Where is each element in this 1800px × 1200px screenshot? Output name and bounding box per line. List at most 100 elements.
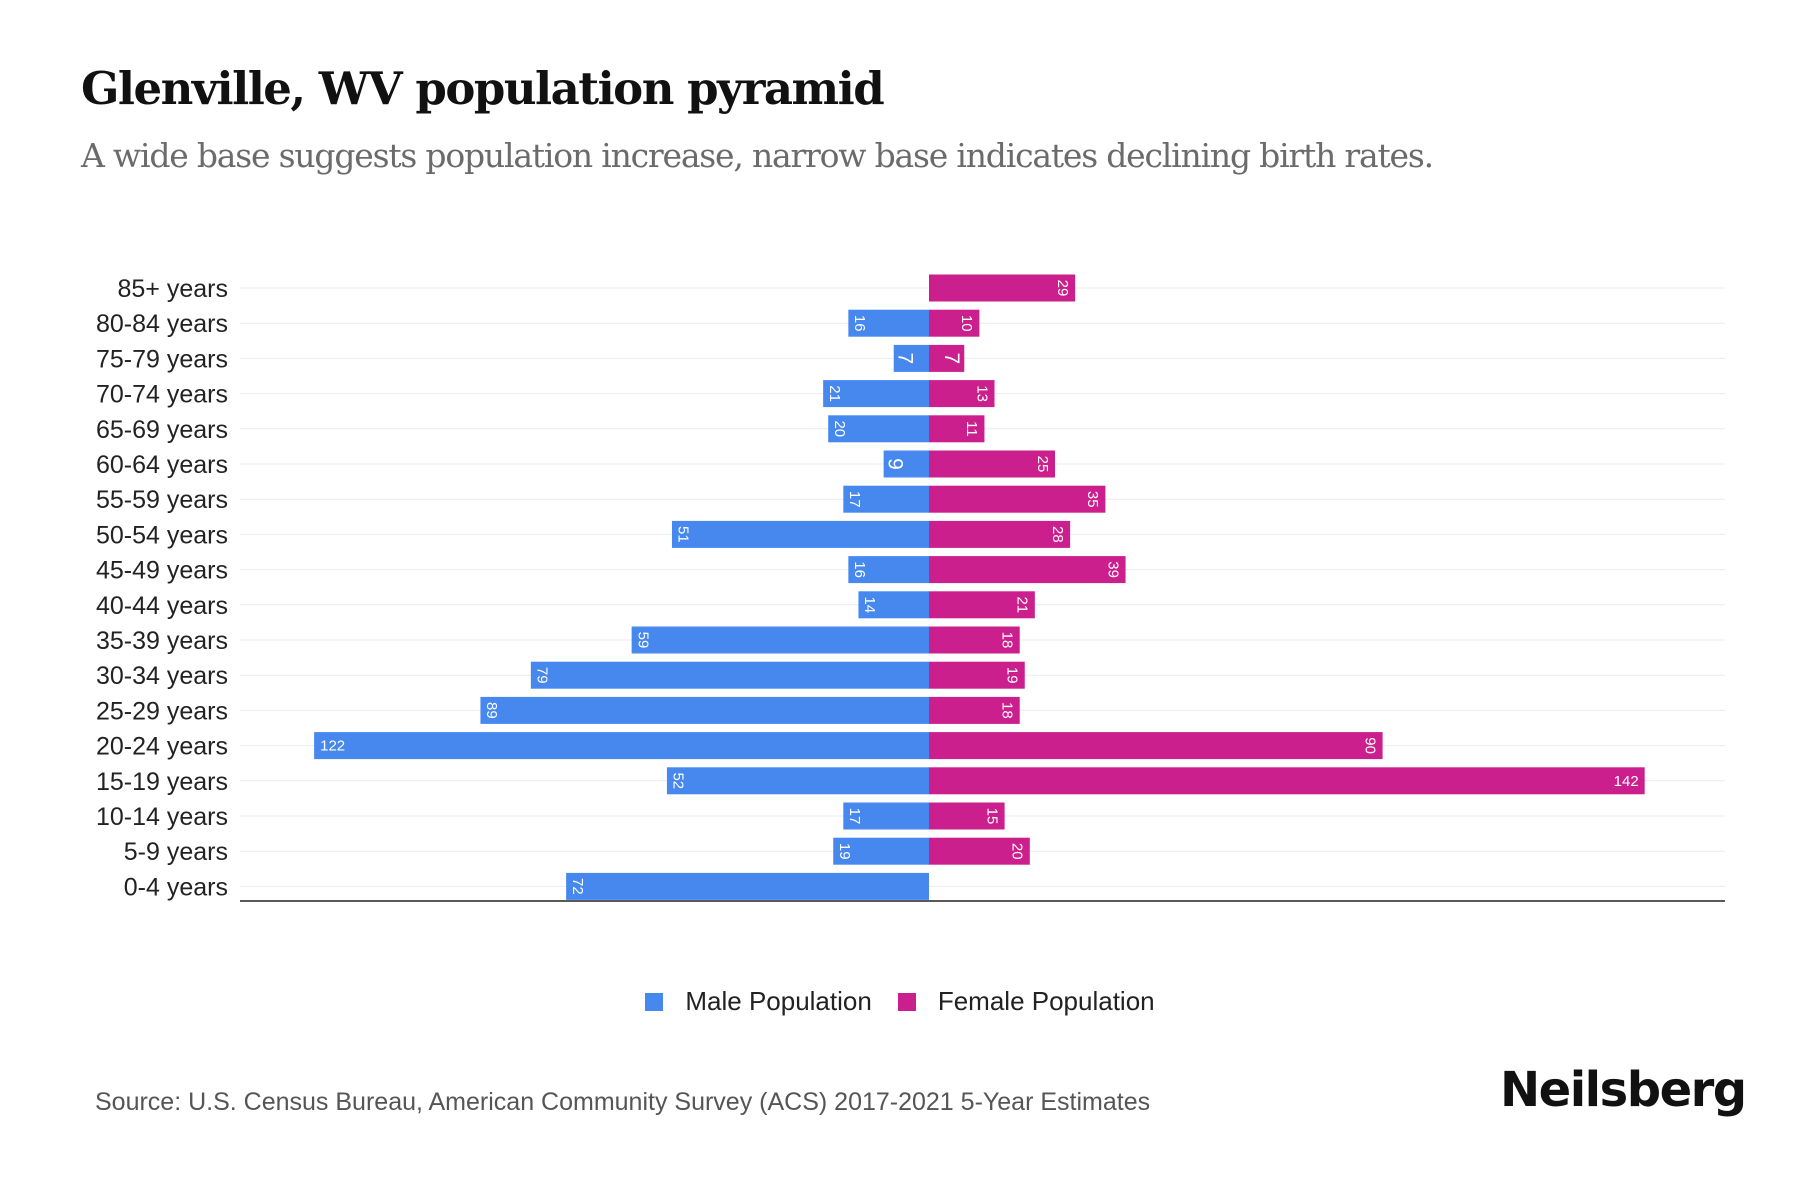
value-label: 16 — [851, 315, 868, 332]
bar-male[interactable] — [858, 591, 929, 619]
bar-female[interactable] — [929, 767, 1645, 795]
bar-male[interactable] — [843, 802, 929, 830]
value-label-female: 90 — [1361, 737, 1378, 754]
value-label: 14 — [861, 596, 878, 613]
value-label-female: 20 — [1009, 843, 1026, 860]
bar-male[interactable] — [314, 732, 929, 760]
value-label-male: 16 — [851, 561, 868, 578]
value-label: 18 — [998, 702, 1015, 719]
bar-male[interactable] — [530, 661, 929, 689]
bar-male[interactable] — [828, 415, 929, 443]
value-label: 20 — [1009, 843, 1026, 860]
bar-female[interactable] — [929, 520, 1071, 548]
value-label-female: 39 — [1104, 561, 1121, 578]
bar-female[interactable] — [929, 591, 1035, 619]
age-label: 50-54 years — [96, 521, 228, 549]
bar-male[interactable] — [666, 767, 929, 795]
bar-female[interactable] — [929, 837, 1030, 865]
value-label-male: 51 — [675, 526, 692, 543]
age-label: 65-69 years — [96, 416, 228, 444]
value-label-male: 17 — [846, 491, 863, 508]
value-label: 17 — [846, 808, 863, 825]
age-label: 0-4 years — [124, 873, 228, 901]
value-label: 29 — [1054, 280, 1071, 297]
value-label-female: 35 — [1084, 491, 1101, 508]
value-label: 72 — [569, 878, 586, 895]
value-label: 15 — [983, 808, 1000, 825]
value-label: 89 — [483, 702, 500, 719]
bar-male[interactable] — [631, 626, 929, 654]
age-label: 30-34 years — [96, 662, 228, 690]
legend-item-female[interactable]: Female Population — [897, 986, 1155, 1017]
bar-female[interactable] — [929, 661, 1025, 689]
chart-title: Glenville, WV population pyramid — [81, 62, 885, 115]
age-label: 15-19 years — [96, 768, 228, 796]
bar-male[interactable] — [883, 450, 929, 478]
bar-male[interactable] — [833, 837, 929, 865]
value-label-female: 21 — [1014, 596, 1031, 613]
value-label: 18 — [998, 632, 1015, 649]
bar-male[interactable] — [843, 485, 929, 513]
value-label-male: 9 — [883, 458, 906, 470]
bar-female[interactable] — [929, 556, 1126, 584]
age-label: 60-64 years — [96, 451, 228, 479]
value-label: 122 — [320, 738, 345, 755]
value-label-female: 28 — [1049, 526, 1066, 543]
value-label-male: 72 — [569, 878, 586, 895]
chart-subtitle: A wide base suggests population increase… — [81, 136, 1434, 175]
value-label-male: 19 — [836, 843, 853, 860]
value-label-male: 21 — [826, 385, 843, 402]
gridlines — [240, 287, 1725, 887]
value-label: 10 — [958, 315, 975, 332]
bars: 29 16 10 7 7 21 13 20 11 9 25 17 35 51 28 16 39 14 21 59 18 7… — [314, 274, 1645, 900]
value-label: 39 — [1104, 561, 1121, 578]
value-label: 19 — [836, 843, 853, 860]
bar-male[interactable] — [893, 344, 929, 372]
bar-female[interactable] — [929, 696, 1020, 724]
age-label: 80-84 years — [96, 310, 228, 338]
bar-male[interactable] — [823, 380, 929, 408]
age-label: 20-24 years — [96, 733, 228, 761]
age-label: 40-44 years — [96, 592, 228, 620]
age-label: 35-39 years — [96, 627, 228, 655]
bar-female[interactable] — [929, 450, 1055, 478]
bar-male[interactable] — [848, 309, 929, 337]
legend-swatch-male — [645, 992, 664, 1011]
bar-female[interactable] — [929, 274, 1076, 302]
bar-female[interactable] — [929, 485, 1106, 513]
bar-male[interactable] — [671, 520, 929, 548]
bar-female[interactable] — [929, 626, 1020, 654]
value-label: 35 — [1084, 491, 1101, 508]
value-label: 79 — [534, 667, 551, 684]
bar-female[interactable] — [929, 344, 965, 372]
legend-label-male: Male Population — [685, 986, 872, 1016]
value-label: 90 — [1361, 737, 1378, 754]
value-label-female: 142 — [1614, 773, 1639, 790]
value-label-female: 19 — [1004, 667, 1021, 684]
bar-male[interactable] — [480, 696, 929, 724]
value-label: 21 — [1014, 596, 1031, 613]
age-label: 85+ years — [118, 275, 229, 303]
age-label: 55-59 years — [96, 486, 228, 514]
value-label: 11 — [963, 421, 980, 437]
legend-item-male[interactable]: Male Population — [645, 986, 872, 1017]
bar-male[interactable] — [566, 872, 929, 900]
value-label-male: 59 — [634, 632, 651, 649]
value-label-female: 11 — [963, 421, 980, 437]
bar-female[interactable] — [929, 380, 995, 408]
value-label-female: 10 — [958, 315, 975, 332]
value-label: 7 — [893, 353, 916, 365]
value-label: 51 — [675, 526, 692, 543]
bar-female[interactable] — [929, 802, 1005, 830]
value-label: 25 — [1034, 456, 1051, 473]
legend: Male Population Female Population — [0, 986, 1800, 1017]
bar-female[interactable] — [929, 415, 985, 443]
bar-female[interactable] — [929, 309, 980, 337]
value-label: 7 — [940, 353, 963, 365]
bar-female[interactable] — [929, 732, 1383, 760]
value-label-male: 14 — [861, 596, 878, 613]
value-label: 21 — [826, 385, 843, 402]
value-label: 142 — [1614, 773, 1639, 790]
bar-male[interactable] — [848, 556, 929, 584]
